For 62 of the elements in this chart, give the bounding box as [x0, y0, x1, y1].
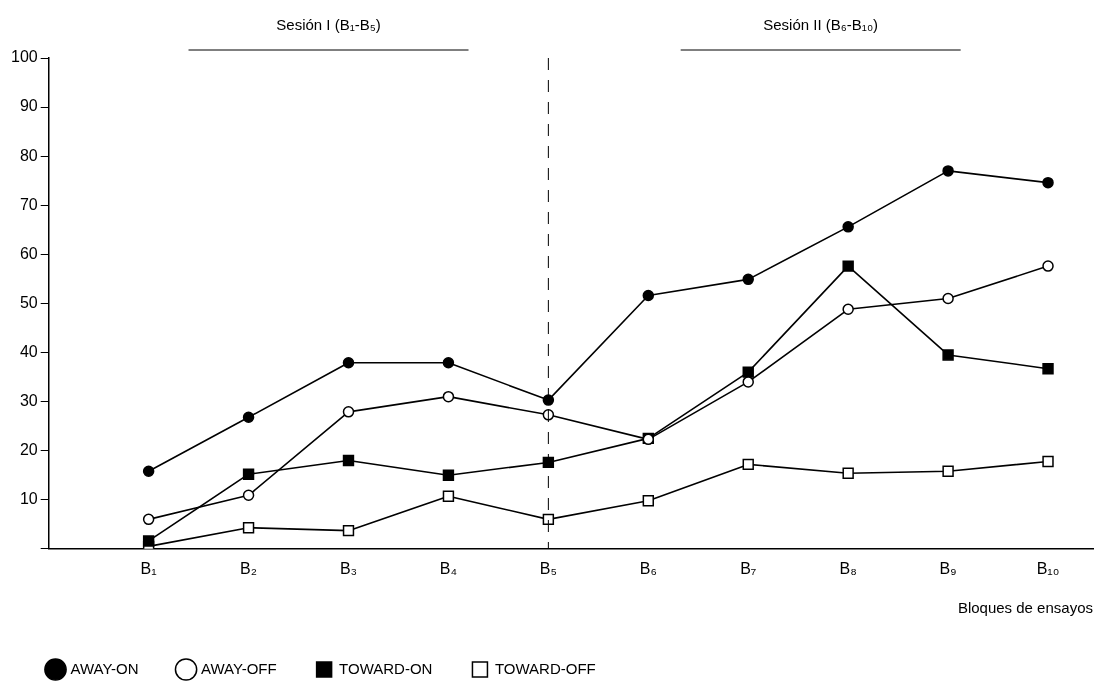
point [442, 390, 455, 403]
text: Sesión II (B₆-B₁₀) [763, 16, 879, 33]
point [942, 465, 954, 477]
point [642, 495, 654, 507]
x-tick-label: B₁ [140, 559, 157, 577]
point [142, 465, 155, 477]
point [142, 535, 155, 547]
point [842, 260, 854, 272]
point [542, 513, 555, 526]
x-tick-label: B₆ [639, 559, 657, 577]
x-tick-label: B₅ [539, 559, 557, 577]
point [942, 165, 954, 177]
point [142, 513, 155, 526]
point [542, 394, 555, 406]
y-tick-label: 90 [19, 97, 38, 115]
legend-label: AWAY-OFF [201, 659, 277, 677]
y-tick-label: 50 [19, 293, 38, 311]
point [742, 376, 754, 388]
point [242, 468, 255, 480]
x-tick-label: B₄ [439, 559, 458, 577]
x-tick-label: B₈ [839, 559, 857, 577]
y-tick-label: 40 [19, 342, 38, 360]
y-tick-label: 10 [19, 490, 38, 508]
point [242, 411, 255, 424]
x-tick-label: B₉ [939, 559, 957, 577]
x-tick-label: B₁₀ [1036, 559, 1060, 577]
point [1042, 362, 1054, 375]
point [642, 289, 655, 302]
legend-label: TOWARD-OFF [494, 659, 596, 677]
legend-label: TOWARD-ON [339, 659, 433, 677]
point [442, 490, 455, 502]
y-tick-label: 60 [19, 244, 38, 262]
x-tick-label: B₃ [339, 559, 358, 577]
point [1042, 455, 1054, 468]
text: Sesión I (B₁-B₅) [276, 16, 381, 33]
y-tick-label: 30 [19, 391, 38, 409]
y-tick-label: 100 [10, 48, 38, 66]
point [742, 458, 754, 471]
point [1042, 176, 1054, 189]
y-tick-label: 80 [19, 146, 38, 164]
point [942, 292, 954, 305]
point [342, 357, 355, 369]
point [242, 522, 255, 534]
point [742, 273, 754, 286]
point [842, 303, 854, 316]
x-tick-label: B₂ [240, 559, 258, 577]
point [842, 221, 854, 233]
x-tick-label: B₇ [740, 559, 757, 577]
point [442, 469, 455, 481]
point [942, 349, 954, 361]
point [1042, 260, 1054, 272]
legend-label: AWAY-ON [70, 659, 139, 677]
point [442, 357, 455, 369]
point [742, 366, 754, 378]
y-tick-label: 20 [19, 441, 38, 459]
point [342, 406, 355, 418]
point [342, 524, 355, 537]
x-axis-title: Bloques de ensayos [957, 599, 1093, 617]
point [242, 489, 255, 502]
y-tick-label: 70 [19, 195, 38, 213]
point [342, 454, 355, 467]
point [842, 467, 854, 479]
